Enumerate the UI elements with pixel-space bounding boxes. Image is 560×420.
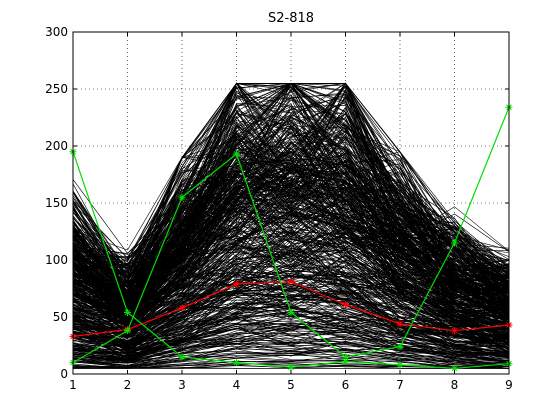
series-point-marker [342,357,349,365]
y-tick-label: 250 [45,82,68,96]
background-profile-line [72,334,510,364]
series-point-marker [451,364,458,372]
x-tick-label: 4 [233,378,241,392]
background-profile-line [72,179,510,328]
series-point-marker [396,320,404,328]
background-profile-line [72,303,510,357]
chart-title: S2-818 [268,11,314,26]
x-tick-label: 1 [69,378,77,392]
series-layer [69,103,513,372]
series-point-marker [451,239,458,247]
x-tick-label: 5 [287,378,295,392]
background-profile-line [72,254,510,334]
background-profile-line [72,325,510,364]
background-profile-line [72,307,510,360]
x-tick-label: 3 [178,378,186,392]
background-profile-line [72,88,510,301]
background-profile-line [72,172,510,330]
background-profile-line [72,125,510,291]
background-profile-line [72,300,510,358]
background-profile-line [72,348,510,368]
background-profile-line [72,89,510,310]
background-profile-line [72,235,510,331]
background-profile-line [72,82,510,284]
x-tick-labels: 1 2 3 4 5 6 7 8 9 [69,378,513,392]
background-profile-line [72,295,509,342]
background-profile-line [72,120,510,319]
x-tick-label: 6 [342,378,350,392]
background-profile-line [72,138,510,296]
series-point-marker [233,150,240,158]
background-profile-line [72,116,510,311]
series-point-marker [451,327,458,335]
background-profile-line [72,285,510,345]
background-profile-line [72,159,510,315]
series-point-marker [178,193,186,201]
series-point-marker [342,300,349,308]
y-tick-label: 100 [45,253,68,267]
background-profile-line [72,216,510,326]
series-point-marker [178,304,186,312]
background-profile-line [72,274,510,347]
background-profile-line [72,287,510,351]
background-profile-line [72,238,510,343]
series-point-marker [396,343,404,351]
series-point-marker [178,353,186,361]
background-profile-line [72,113,510,306]
x-tick-label: 2 [124,378,132,392]
series-point-marker [124,308,131,316]
series-point-marker [287,308,295,316]
series-group [69,148,513,372]
y-tick-label: 50 [53,310,68,324]
series-point-marker [124,327,131,335]
background-profile-line [72,229,510,336]
background-profile-line [72,161,510,301]
series-point-marker [233,359,240,367]
series-point-marker [233,280,240,288]
series-point-marker [287,278,295,286]
y-tick-label: 200 [45,139,68,153]
background-profile-line [72,214,510,336]
background-profile-line [72,340,510,364]
y-tick-label: 0 [60,367,68,381]
background-profile-line [72,122,510,276]
background-profile-line [72,289,510,346]
background-profile-line [72,349,510,369]
background-profile-line [72,232,510,342]
series-point-marker [396,361,404,369]
axis-ticks [72,31,510,375]
background-profile-line [72,82,510,307]
background-profile-line [72,207,510,330]
series-point-marker [342,353,349,361]
x-tick-label: 8 [451,378,459,392]
background-profile-line [72,82,510,303]
y-tick-labels: 0 50 100 150 200 250 300 [45,25,68,381]
background-profile-line [72,209,510,318]
background-profiles [72,82,510,369]
background-profile-line [72,353,510,368]
y-tick-label: 300 [45,25,68,39]
background-profile-line [72,207,510,337]
y-tick-label: 150 [45,196,68,210]
background-profile-line [72,153,510,326]
background-profile-line [72,339,510,364]
x-tick-label: 9 [505,378,513,392]
background-profile-line [72,124,510,308]
x-tick-label: 7 [396,378,404,392]
background-profile-line [72,271,510,338]
series-point-marker [287,363,295,371]
